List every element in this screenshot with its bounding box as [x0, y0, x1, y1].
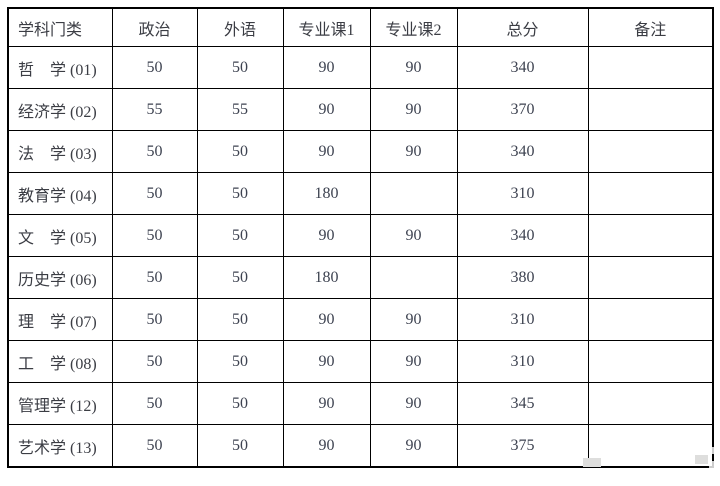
- total-cell: 345: [456, 382, 589, 425]
- total-cell: 310: [456, 340, 589, 383]
- category-cell: 教育学 (04): [7, 172, 113, 215]
- watermark-dashes-bottom-border: [552, 476, 712, 481]
- course1-cell: 180: [282, 256, 371, 299]
- politics-cell: 50: [111, 214, 198, 257]
- table-row: 法 学 (03) 50 50 90 90 340: [7, 130, 714, 173]
- category-cell: 理 学 (07): [7, 298, 113, 341]
- course2-cell: 90: [369, 382, 458, 425]
- remark-cell: [587, 172, 714, 215]
- header-major-course-2: 专业课2: [369, 7, 458, 47]
- remark-cell: [587, 424, 714, 468]
- politics-cell: 50: [111, 256, 198, 299]
- header-total-score: 总分: [456, 7, 589, 47]
- table-row: 理 学 (07) 50 50 90 90 310: [7, 298, 714, 341]
- category-cell: 文 学 (05): [7, 214, 113, 257]
- foreign-cell: 50: [196, 382, 284, 425]
- remark-cell: [587, 130, 714, 173]
- foreign-cell: 50: [196, 46, 284, 89]
- table-row: 教育学 (04) 50 50 180 310: [7, 172, 714, 215]
- table-row: 哲 学 (01) 50 50 90 90 340: [7, 46, 714, 89]
- foreign-cell: 50: [196, 172, 284, 215]
- total-cell: 380: [456, 256, 589, 299]
- category-cell: 法 学 (03): [7, 130, 113, 173]
- total-cell: 370: [456, 88, 589, 131]
- header-category: 学科门类: [7, 7, 113, 47]
- course2-cell: 90: [369, 130, 458, 173]
- header-major-course-1: 专业课1: [282, 7, 371, 47]
- politics-cell: 50: [111, 382, 198, 425]
- foreign-cell: 55: [196, 88, 284, 131]
- total-cell: 310: [456, 298, 589, 341]
- category-cell: 经济学 (02): [7, 88, 113, 131]
- remark-cell: [587, 214, 714, 257]
- course2-cell: 90: [369, 214, 458, 257]
- politics-cell: 50: [111, 424, 198, 468]
- politics-cell: 50: [111, 340, 198, 383]
- total-cell: 340: [456, 214, 589, 257]
- table-row: 艺术学 (13) 50 50 90 90 375: [7, 424, 714, 468]
- category-cell: 艺术学 (13): [7, 424, 113, 468]
- course1-cell: 90: [282, 130, 371, 173]
- remark-cell: [587, 298, 714, 341]
- header-remarks: 备注: [587, 7, 714, 47]
- foreign-cell: 50: [196, 130, 284, 173]
- total-cell: 310: [456, 172, 589, 215]
- table-row: 管理学 (12) 50 50 90 90 345: [7, 382, 714, 425]
- remark-cell: [587, 88, 714, 131]
- foreign-cell: 50: [196, 424, 284, 468]
- course1-cell: 90: [282, 382, 371, 425]
- total-cell: 340: [456, 46, 589, 89]
- category-cell: 工 学 (08): [7, 340, 113, 383]
- table-row: 历史学 (06) 50 50 180 380: [7, 256, 714, 299]
- foreign-cell: 50: [196, 298, 284, 341]
- category-cell: 管理学 (12): [7, 382, 113, 425]
- header-foreign-language: 外语: [196, 7, 284, 47]
- course1-cell: 180: [282, 172, 371, 215]
- course1-cell: 90: [282, 298, 371, 341]
- politics-cell: 50: [111, 172, 198, 215]
- category-cell: 哲 学 (01): [7, 46, 113, 89]
- foreign-cell: 50: [196, 340, 284, 383]
- header-row: 学科门类 政治 外语 专业课1 专业课2 总分 备注: [7, 7, 714, 47]
- table-row: 文 学 (05) 50 50 90 90 340: [7, 214, 714, 257]
- total-cell: 375: [456, 424, 589, 468]
- politics-cell: 50: [111, 130, 198, 173]
- remark-cell: [587, 46, 714, 89]
- politics-cell: 50: [111, 46, 198, 89]
- course2-cell: 90: [369, 46, 458, 89]
- course2-cell: [369, 172, 458, 215]
- course2-cell: 90: [369, 298, 458, 341]
- course2-cell: 90: [369, 340, 458, 383]
- course1-cell: 90: [282, 214, 371, 257]
- category-cell: 历史学 (06): [7, 256, 113, 299]
- course1-cell: 90: [282, 88, 371, 131]
- course2-cell: 90: [369, 88, 458, 131]
- politics-cell: 50: [111, 298, 198, 341]
- course1-cell: 90: [282, 340, 371, 383]
- course1-cell: 90: [282, 424, 371, 468]
- table-row: 工 学 (08) 50 50 90 90 310: [7, 340, 714, 383]
- admission-score-table: 学科门类 政治 外语 专业课1 专业课2 总分 备注 哲 学 (01) 50 5…: [7, 7, 714, 468]
- course2-cell: [369, 256, 458, 299]
- total-cell: 340: [456, 130, 589, 173]
- politics-cell: 55: [111, 88, 198, 131]
- header-politics: 政治: [111, 7, 198, 47]
- foreign-cell: 50: [196, 214, 284, 257]
- course2-cell: 90: [369, 424, 458, 468]
- foreign-cell: 50: [196, 256, 284, 299]
- remark-cell: [587, 382, 714, 425]
- remark-cell: [587, 340, 714, 383]
- table-row: 经济学 (02) 55 55 90 90 370: [7, 88, 714, 131]
- course1-cell: 90: [282, 46, 371, 89]
- remark-cell: [587, 256, 714, 299]
